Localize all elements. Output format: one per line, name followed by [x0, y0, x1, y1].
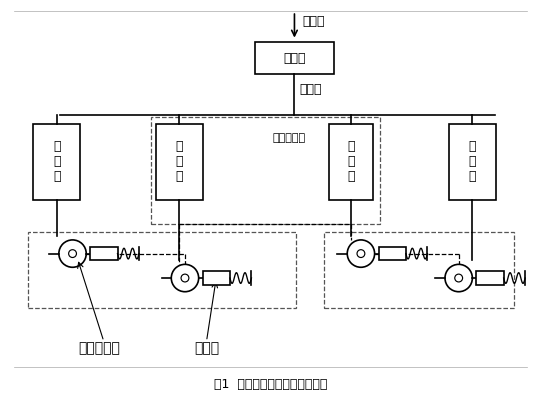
Text: 防
滑
阀: 防 滑 阀	[175, 140, 183, 183]
Bar	[202, 271, 230, 285]
Text: 总风管: 总风管	[302, 15, 325, 28]
Bar	[156, 124, 202, 200]
Bar	[34, 124, 81, 200]
Bar	[449, 124, 496, 200]
Bar	[379, 247, 406, 260]
Bar	[476, 271, 504, 285]
Text: 制动缸: 制动缸	[194, 342, 219, 355]
Bar	[255, 43, 334, 74]
Bar	[324, 232, 514, 309]
Text: 速度传感器: 速度传感器	[78, 342, 120, 355]
Bar	[28, 232, 296, 309]
Text: 防
滑
阀: 防 滑 阀	[347, 140, 354, 183]
Bar	[329, 124, 373, 200]
Text: 防
滑
阀: 防 滑 阀	[469, 140, 476, 183]
Text: 防滑控制器: 防滑控制器	[272, 133, 305, 143]
Text: 中继阀: 中继阀	[283, 52, 306, 65]
Bar	[151, 117, 380, 224]
Text: 图1  快捷货车电子防滑器原理图: 图1 快捷货车电子防滑器原理图	[214, 378, 328, 391]
Text: 防
滑
阀: 防 滑 阀	[53, 140, 61, 183]
Bar	[90, 247, 117, 260]
Text: 制动管: 制动管	[299, 83, 322, 96]
